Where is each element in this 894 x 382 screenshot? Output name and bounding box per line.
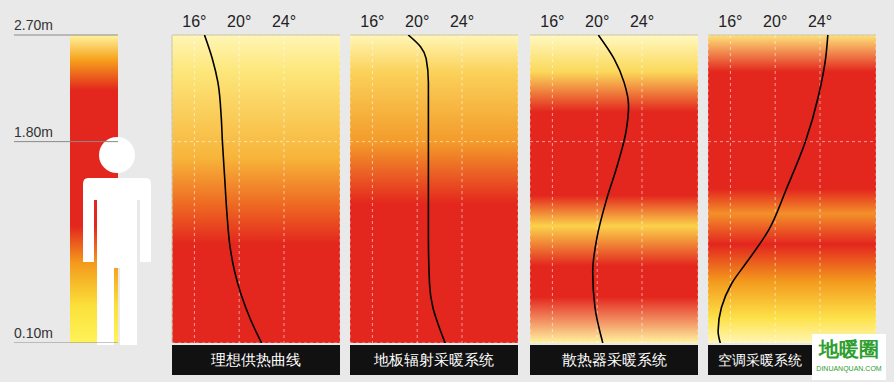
svg-text:16°: 16° <box>718 13 742 30</box>
svg-text:1.80m: 1.80m <box>14 124 53 140</box>
html-text:地暖圈: 地暖圈 <box>819 338 879 360</box>
html-text:理想供热曲线: 理想供热曲线 <box>211 351 301 368</box>
html-text:散热器采暖系统: 散热器采暖系统 <box>561 351 667 368</box>
svg-text:20°: 20° <box>763 13 787 30</box>
svg-text:0.10m: 0.10m <box>14 325 53 341</box>
svg-text:20°: 20° <box>405 13 429 30</box>
svg-text:24°: 24° <box>630 13 654 30</box>
svg-text:16°: 16° <box>182 13 206 30</box>
svg-text:16°: 16° <box>540 13 564 30</box>
svg-text:24°: 24° <box>272 13 296 30</box>
html-text:空调采暖系统: 空调采暖系统 <box>718 352 802 368</box>
svg-text:24°: 24° <box>450 13 474 30</box>
html-text:地板辐射采暖系统: 地板辐射采暖系统 <box>374 351 494 368</box>
svg-text:24°: 24° <box>808 13 832 30</box>
html-text:DINUANQUAN.COM: DINUANQUAN.COM <box>816 365 882 372</box>
svg-text:20°: 20° <box>227 13 251 30</box>
svg-text:16°: 16° <box>360 13 384 30</box>
svg-text:2.70m: 2.70m <box>14 17 53 33</box>
svg-text:20°: 20° <box>585 13 609 30</box>
